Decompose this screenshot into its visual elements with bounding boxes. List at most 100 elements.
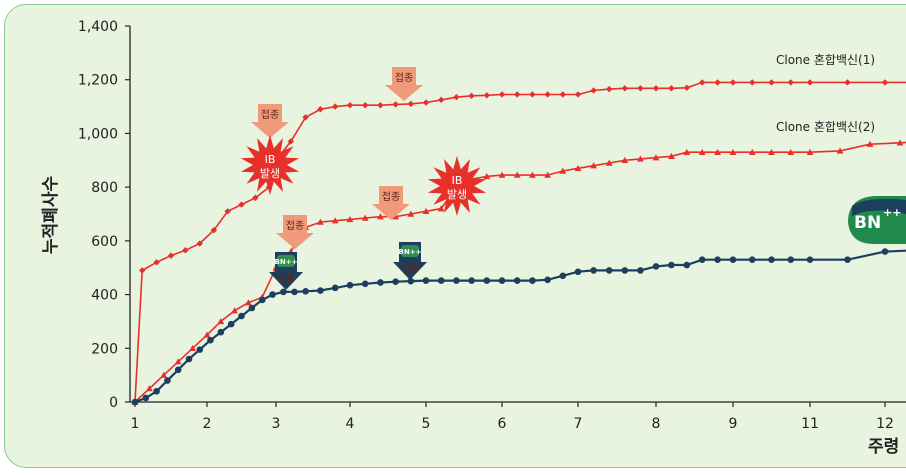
data-point [574,164,582,172]
data-point [377,213,384,220]
data-point [153,259,160,266]
data-point [559,91,566,98]
data-point [437,277,445,284]
data-point [248,304,256,312]
data-point [621,156,629,164]
data-point [131,398,139,406]
data-point [698,148,706,155]
data-point [683,148,691,155]
x-tick-label: 9 [729,416,738,432]
data-point [729,79,737,86]
data-point [377,279,384,286]
outbreak-burst-shape [240,135,300,195]
data-point [422,99,430,106]
data-point [287,138,294,145]
data-point [196,346,204,353]
y-tick-label: 200 [91,341,118,357]
bn-inject-arrow-1: BN++ 접종 [269,252,303,290]
data-point [668,152,675,159]
data-point [252,194,259,202]
data-point [668,85,675,92]
data-point [748,148,756,155]
data-point [683,261,691,269]
data-point [245,299,252,306]
x-tick-label: 3 [272,416,281,432]
data-point [362,102,369,109]
data-point [280,288,287,296]
inject-arrow-3: 접종 [372,186,410,220]
data-point [217,318,225,325]
data-point [317,287,324,294]
data-point [590,162,597,169]
outbreak-label-top: IB [452,174,463,187]
data-point [331,217,339,224]
inject-arrow-shape [276,215,314,249]
axes-group [129,26,906,403]
data-point [332,103,339,110]
data-point [167,252,175,259]
data-point [302,288,309,295]
data-point [668,261,675,269]
data-point [768,148,775,155]
data-point [346,102,354,109]
data-point [182,247,189,254]
data-point [652,85,660,92]
data-point [210,226,218,234]
data-point [317,106,324,113]
x-tick-label: 2 [203,416,212,432]
y-axis-title: 누적폐사수 [41,176,61,255]
y-tick-label: 600 [91,234,118,250]
data-point [231,307,238,314]
data-point [238,312,245,320]
data-point [422,277,430,284]
data-point [498,277,506,284]
data-point [590,87,597,94]
data-point [621,85,628,92]
x-tick-label: 1 [131,416,140,432]
x-tick-group: 1 2 3 4 5 6 7 8 9 11 12 [131,402,894,432]
data-point [881,79,889,86]
data-point [590,267,597,274]
data-point [621,267,629,274]
data-point [699,79,706,86]
data-point [529,277,536,284]
data-point [683,84,690,91]
inject-arrow-shape [251,104,289,138]
data-point [203,331,211,338]
bn-inject-arrow-2: BN++ 접종 [393,242,427,280]
bn-arrow-badge [401,245,419,257]
data-point [174,366,182,374]
data-point [866,140,874,147]
data-point [453,93,460,101]
data-point [544,171,551,178]
data-point [544,276,551,284]
data-point [346,215,354,223]
y-tick-label: 1,200 [78,73,118,89]
outbreak-burst-shape [427,156,487,216]
data-point [836,147,844,154]
data-point [881,248,889,255]
bn-logo-badge: BN++ [848,196,906,244]
data-point [207,336,214,344]
data-point [559,167,567,174]
series-label-1: Clone 혼합백신(1) [776,53,875,67]
data-point [896,139,904,146]
inject-arrow-1: 접종 [251,104,289,138]
series-layer [131,79,906,406]
y-tick-label: 1,000 [78,126,118,142]
bn-arrow-badge-text: BN++ [275,258,298,266]
data-point [513,277,521,284]
inject-arrow-label: 접종 [382,191,400,203]
inject-arrow-label: 접종 [395,72,413,84]
data-point [529,91,536,98]
data-point [227,320,235,328]
data-point [574,91,582,98]
data-point [392,278,399,285]
data-point [468,92,475,100]
data-point [748,256,756,263]
x-axis-title: 주령 [868,436,899,457]
x-tick-label: 8 [652,416,661,432]
